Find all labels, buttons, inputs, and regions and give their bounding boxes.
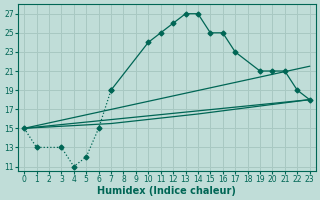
X-axis label: Humidex (Indice chaleur): Humidex (Indice chaleur) bbox=[98, 186, 236, 196]
